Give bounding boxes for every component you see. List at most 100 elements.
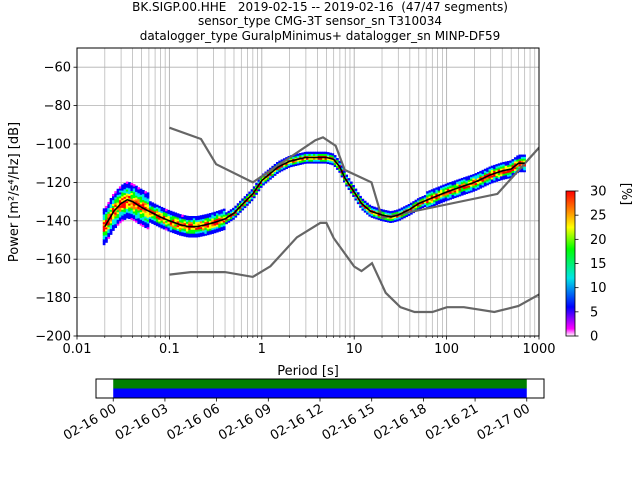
heatmap-cell <box>105 234 108 238</box>
heatmap-cell <box>114 191 118 194</box>
heatmap-cell <box>296 159 300 162</box>
heatmap-cell <box>209 216 212 220</box>
heatmap-cell <box>176 213 180 216</box>
heatmap-cell <box>105 213 108 216</box>
heatmap-cell <box>178 225 182 228</box>
heatmap-cell <box>416 198 420 201</box>
heatmap-cell <box>338 168 342 171</box>
heatmap-cell <box>481 183 485 186</box>
heatmap-cell <box>282 167 286 171</box>
heatmap-cell <box>470 186 473 189</box>
heatmap-cell <box>474 182 478 186</box>
heatmap-cell <box>282 158 286 161</box>
heatmap-cell <box>222 224 226 227</box>
timeline-tick-label: 02-16 00 <box>61 401 119 443</box>
heatmap-cell <box>121 209 124 212</box>
heatmap-cell <box>412 206 416 210</box>
heatmap-cell <box>132 218 136 222</box>
heatmap-cell <box>162 213 166 216</box>
heatmap-cell <box>319 151 323 154</box>
heatmap-cell <box>315 161 318 164</box>
heatmap-cell <box>148 207 152 210</box>
heatmap-cell <box>114 218 118 221</box>
heatmap-cell <box>497 174 501 178</box>
heatmap-cell <box>137 200 141 203</box>
heatmap-cell <box>199 226 203 230</box>
heatmap-cell <box>112 222 115 226</box>
heatmap-cell <box>479 182 482 185</box>
heatmap-cell <box>412 203 416 206</box>
heatmap-cell <box>125 202 129 206</box>
heatmap-cell <box>458 182 462 185</box>
heatmap-cell <box>426 193 429 196</box>
heatmap-cell <box>137 192 141 196</box>
heatmap-cell <box>204 231 208 234</box>
heatmap-cell <box>303 157 307 160</box>
heatmap-cell <box>121 213 124 216</box>
heatmap-cell <box>190 219 194 223</box>
heatmap-cell <box>137 215 141 219</box>
heatmap-cell <box>160 220 164 223</box>
heatmap-cell <box>195 231 198 234</box>
heatmap-cell <box>507 160 510 164</box>
heatmap-cell <box>116 209 120 213</box>
heatmap-cell <box>229 216 233 220</box>
heatmap-cell <box>102 221 106 225</box>
heatmap-cell <box>118 194 122 197</box>
heatmap-cell <box>215 210 219 214</box>
heatmap-cell <box>213 215 217 218</box>
heatmap-cell <box>144 195 148 198</box>
heatmap-cell <box>169 212 173 216</box>
heatmap-cell <box>426 195 429 198</box>
heatmap-cell <box>123 186 127 190</box>
heatmap-cell <box>199 232 203 235</box>
heatmap-cell <box>509 175 513 179</box>
heatmap-cell <box>465 185 469 189</box>
heatmap-cell <box>232 209 235 213</box>
heatmap-cell <box>197 227 201 230</box>
heatmap-cell <box>437 201 441 205</box>
heatmap-cell <box>419 199 422 202</box>
heatmap-cell <box>282 164 286 167</box>
heatmap-cell <box>102 242 106 246</box>
heatmap-cell <box>255 184 258 188</box>
heatmap-cell <box>151 202 154 205</box>
heatmap-cell <box>442 198 446 201</box>
heatmap-cell <box>135 210 138 213</box>
heatmap-cell <box>192 231 196 234</box>
heatmap-cell <box>135 208 138 212</box>
heatmap-cell <box>181 220 185 223</box>
timeline-tick-label: 02-17 00 <box>475 401 533 443</box>
heatmap-cell <box>139 223 143 226</box>
heatmap-cell <box>135 189 138 192</box>
heatmap-cell <box>107 221 111 224</box>
heatmap-cell <box>142 211 145 214</box>
heatmap-cell <box>204 227 208 230</box>
heatmap-cell <box>144 206 148 209</box>
heatmap-cell <box>440 189 443 192</box>
heatmap-cell <box>192 233 196 236</box>
x-tick-label: 100 <box>434 342 459 357</box>
heatmap-cell <box>245 199 249 202</box>
heatmap-cell <box>197 223 201 226</box>
heatmap-cell <box>511 170 515 173</box>
heatmap-cell <box>504 174 508 178</box>
heatmap-cell <box>130 196 134 199</box>
heatmap-cell <box>236 212 240 216</box>
heatmap-cell <box>118 217 122 220</box>
heatmap-cell <box>135 204 138 208</box>
heatmap-cell <box>232 215 235 218</box>
heatmap-cell <box>456 185 459 188</box>
heatmap-cell <box>105 240 108 243</box>
heatmap-cell <box>451 192 455 196</box>
heatmap-cell <box>190 231 194 234</box>
heatmap-cell <box>158 205 161 209</box>
heatmap-cell <box>507 162 510 166</box>
heatmap-cell <box>109 230 113 233</box>
heatmap-cell <box>359 203 362 206</box>
heatmap-cell <box>322 157 325 160</box>
heatmap-cell <box>331 160 335 164</box>
heatmap-cell <box>500 162 503 165</box>
heatmap-cell <box>144 202 148 206</box>
heatmap-cell <box>142 218 145 222</box>
